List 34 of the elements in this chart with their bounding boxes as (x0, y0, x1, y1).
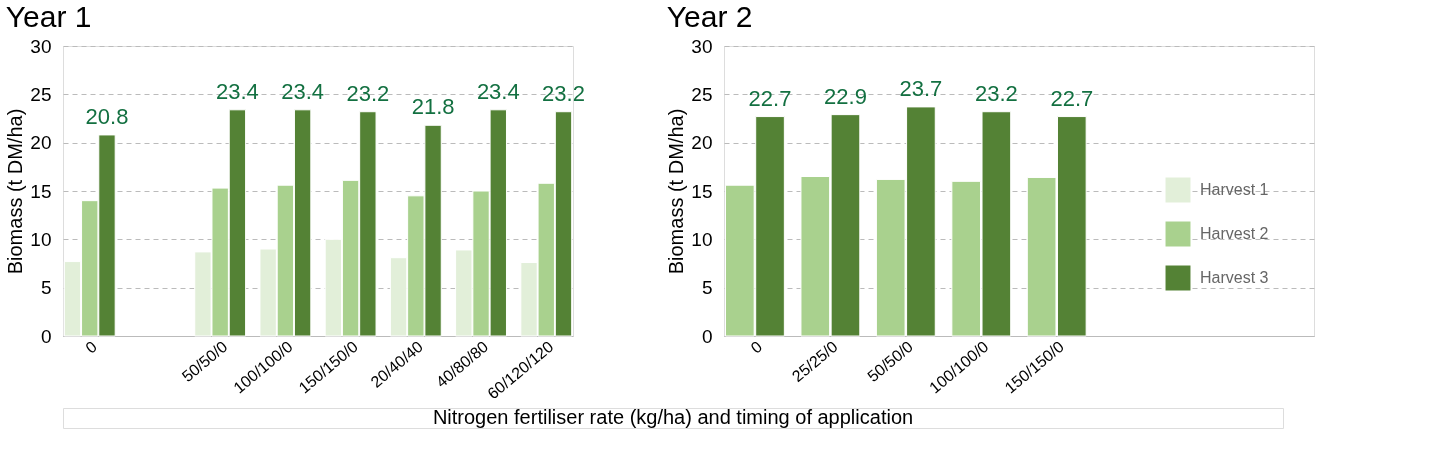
chart-title: Year 2 (666, 0, 753, 33)
data-label: 23.2 (542, 80, 585, 106)
y-tick-label: 20 (30, 132, 52, 154)
y-tick-label: 10 (691, 228, 713, 250)
y-tick-label: 30 (691, 35, 713, 57)
data-label: 23.4 (476, 78, 520, 104)
data-label: 22.7 (1050, 85, 1094, 111)
y-axis-title: Biomass (t DM/ha) (665, 108, 688, 275)
data-label: 23.7 (899, 75, 943, 101)
data-label: 23.2 (974, 80, 1018, 106)
y-tick-label: 5 (40, 277, 52, 299)
x-tick-label: 0 (747, 337, 766, 357)
y-tick-label: 20 (691, 132, 713, 154)
data-label: 22.7 (748, 85, 792, 111)
data-label: 23.4 (216, 78, 259, 104)
x-axis-title: Nitrogen fertiliser rate (kg/ha) and timing of application (432, 406, 914, 428)
data-label: 23.2 (346, 80, 390, 106)
data-label: 23.4 (281, 78, 325, 104)
y-tick-label: 15 (30, 180, 52, 202)
y-tick-label: 5 (701, 277, 713, 299)
data-label: 22.9 (824, 83, 867, 109)
y-tick-label: 15 (691, 180, 713, 202)
legend-label: Harvest 1 (1200, 181, 1269, 198)
x-tick-label: 0 (82, 337, 101, 357)
y-axis-title: Biomass (t DM/ha) (4, 108, 27, 275)
y-tick-label: 10 (30, 228, 52, 250)
chart-title: Year 1 (5, 0, 92, 33)
legend-label: Harvest 3 (1200, 269, 1269, 286)
y-tick-label: 30 (30, 35, 52, 57)
data-label: 20.8 (85, 103, 129, 129)
y-tick-label: 25 (691, 83, 713, 105)
legend-label: Harvest 2 (1200, 225, 1269, 242)
data-label: 21.8 (411, 94, 455, 120)
y-tick-label: 25 (30, 83, 52, 105)
